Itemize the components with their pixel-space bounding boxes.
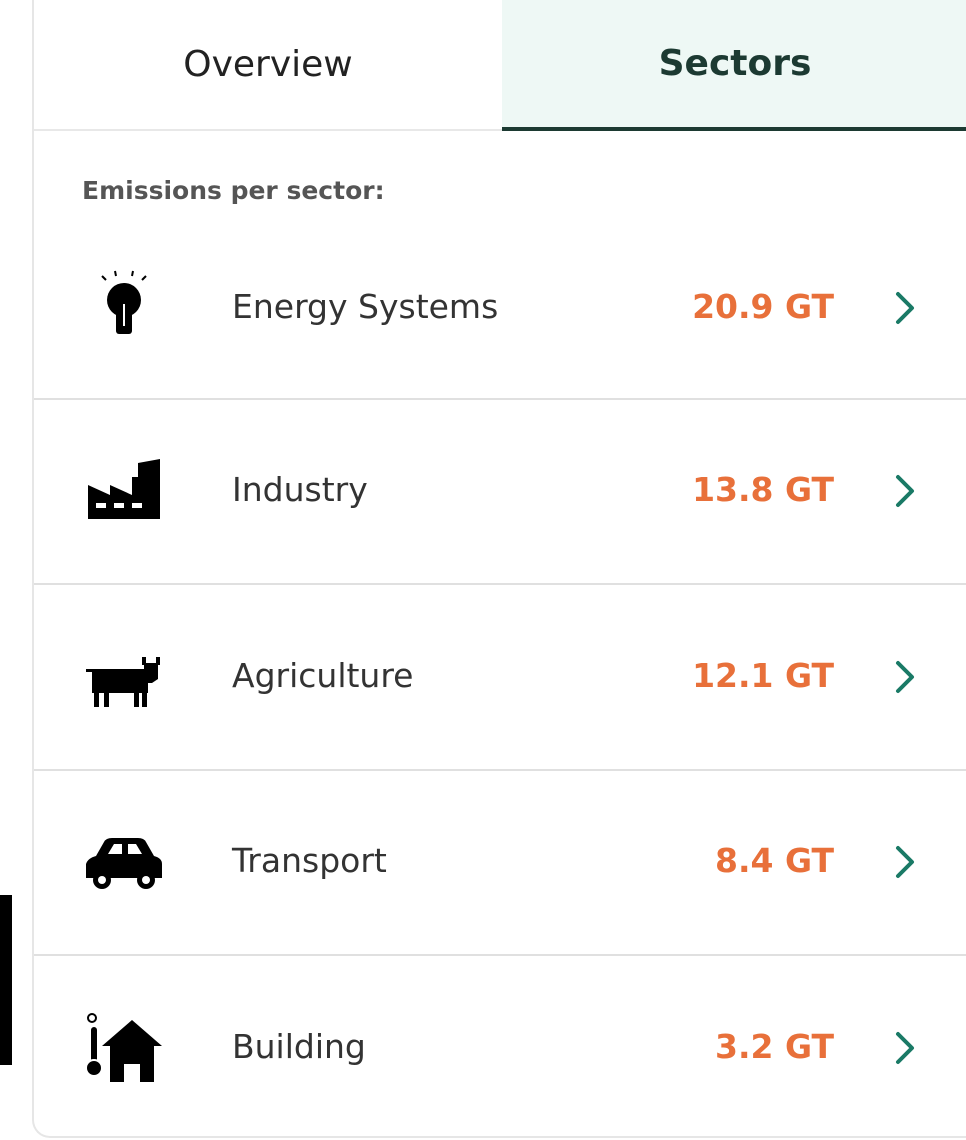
sector-name: Building	[232, 1027, 366, 1066]
sector-name: Agriculture	[232, 656, 414, 695]
sector-value: 3.2 GT	[715, 1027, 834, 1066]
sector-row[interactable]: Agriculture 12.1 GT	[34, 584, 966, 771]
sector-name: Energy Systems	[232, 287, 499, 326]
sector-name: Transport	[232, 841, 387, 880]
sector-value: 13.8 GT	[692, 470, 834, 509]
sector-row[interactable]: Building 3.2 GT	[34, 955, 966, 1140]
chevron[interactable]	[890, 288, 920, 328]
sector-icon	[85, 1013, 162, 1082]
tab-active[interactable]: Sectors	[502, 0, 966, 131]
sector-row[interactable]: Industry 13.8 GT	[34, 398, 966, 585]
sector-icon	[101, 270, 147, 334]
section-heading: Emissions per sector:	[82, 176, 385, 205]
sector-icon	[86, 657, 160, 707]
sector-row[interactable]: Transport 8.4 GT	[34, 769, 966, 956]
sector-value: 20.9 GT	[692, 287, 834, 326]
sector-value: 12.1 GT	[692, 656, 834, 695]
chevron[interactable]	[890, 842, 920, 882]
sector-value: 8.4 GT	[715, 841, 834, 880]
chevron[interactable]	[890, 1028, 920, 1068]
chevron[interactable]	[890, 471, 920, 511]
sector-panel: Overview Sectors Emissions per sector: E…	[32, 0, 966, 1138]
cropped-element	[0, 895, 12, 1065]
sector-name: Industry	[232, 470, 368, 509]
chevron[interactable]	[890, 657, 920, 697]
sector-icon	[88, 459, 160, 519]
sector-icon	[86, 838, 162, 889]
tab[interactable]: Overview	[34, 0, 502, 131]
sector-row[interactable]: Energy Systems 20.9 GT	[34, 213, 966, 400]
